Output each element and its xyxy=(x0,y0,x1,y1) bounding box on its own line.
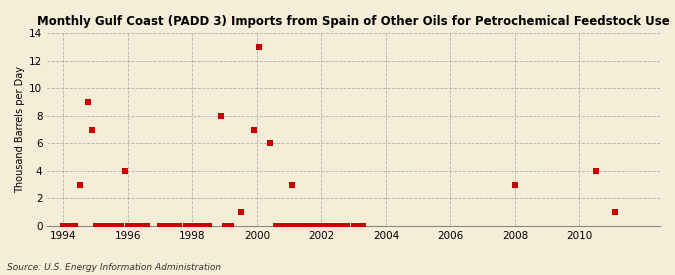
Point xyxy=(282,224,293,228)
Point xyxy=(200,224,211,228)
Point xyxy=(225,224,236,228)
Point xyxy=(284,224,294,228)
Point xyxy=(187,224,198,228)
Point xyxy=(190,224,201,228)
Point xyxy=(132,224,143,228)
Point xyxy=(93,224,104,228)
Point xyxy=(313,224,323,228)
Point xyxy=(109,224,120,228)
Text: Source: U.S. Energy Information Administration: Source: U.S. Energy Information Administ… xyxy=(7,263,221,272)
Point xyxy=(116,224,127,228)
Point xyxy=(275,224,286,228)
Point xyxy=(194,224,205,228)
Point xyxy=(174,224,185,228)
Point xyxy=(66,224,77,228)
Point xyxy=(248,127,259,132)
Point xyxy=(136,224,146,228)
Point xyxy=(277,224,288,228)
Point xyxy=(180,224,191,228)
Point xyxy=(158,224,169,228)
Point xyxy=(103,224,114,228)
Point xyxy=(510,182,520,187)
Title: Monthly Gulf Coast (PADD 3) Imports from Spain of Other Oils for Petrochemical F: Monthly Gulf Coast (PADD 3) Imports from… xyxy=(37,15,670,28)
Point xyxy=(348,224,359,228)
Point xyxy=(70,224,80,228)
Point xyxy=(95,224,106,228)
Point xyxy=(142,224,153,228)
Point xyxy=(306,224,317,228)
Point xyxy=(354,224,365,228)
Point xyxy=(332,224,343,228)
Point xyxy=(87,127,98,132)
Point xyxy=(63,224,74,228)
Point xyxy=(236,210,246,214)
Point xyxy=(74,182,85,187)
Point xyxy=(323,224,333,228)
Point xyxy=(329,224,340,228)
Point xyxy=(265,141,275,145)
Point xyxy=(58,224,69,228)
Point xyxy=(64,224,75,228)
Point xyxy=(97,224,107,228)
Point xyxy=(196,224,207,228)
Point xyxy=(167,224,178,228)
Point xyxy=(61,224,72,228)
Point xyxy=(90,224,101,228)
Point xyxy=(310,224,321,228)
Point xyxy=(100,224,111,228)
Point xyxy=(358,224,369,228)
Point xyxy=(274,224,285,228)
Point xyxy=(68,224,78,228)
Point xyxy=(352,224,362,228)
Point xyxy=(294,224,304,228)
Point xyxy=(279,224,290,228)
Point xyxy=(223,224,234,228)
Point xyxy=(219,224,230,228)
Point xyxy=(216,114,227,118)
Point xyxy=(119,169,130,173)
Point xyxy=(253,45,264,49)
Point xyxy=(316,224,327,228)
Point xyxy=(126,224,136,228)
Point xyxy=(155,224,165,228)
Point xyxy=(342,224,352,228)
Point xyxy=(325,224,336,228)
Point xyxy=(303,224,314,228)
Point xyxy=(161,224,172,228)
Point xyxy=(287,224,298,228)
Point xyxy=(113,224,124,228)
Point xyxy=(203,224,214,228)
Point xyxy=(290,224,301,228)
Point xyxy=(129,224,140,228)
Point xyxy=(339,224,350,228)
Point xyxy=(335,224,346,228)
Point xyxy=(138,224,149,228)
Point xyxy=(590,169,601,173)
Point xyxy=(271,224,281,228)
Point xyxy=(319,224,330,228)
Point xyxy=(122,224,133,228)
Point xyxy=(300,224,310,228)
Y-axis label: Thousand Barrels per Day: Thousand Barrels per Day xyxy=(15,66,25,193)
Point xyxy=(287,182,298,187)
Point xyxy=(286,224,296,228)
Point xyxy=(610,210,620,214)
Point xyxy=(281,224,292,228)
Point xyxy=(82,100,93,104)
Point xyxy=(296,224,307,228)
Point xyxy=(107,224,117,228)
